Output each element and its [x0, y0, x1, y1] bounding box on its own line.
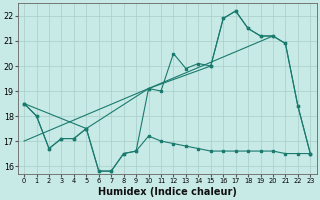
X-axis label: Humidex (Indice chaleur): Humidex (Indice chaleur): [98, 187, 237, 197]
